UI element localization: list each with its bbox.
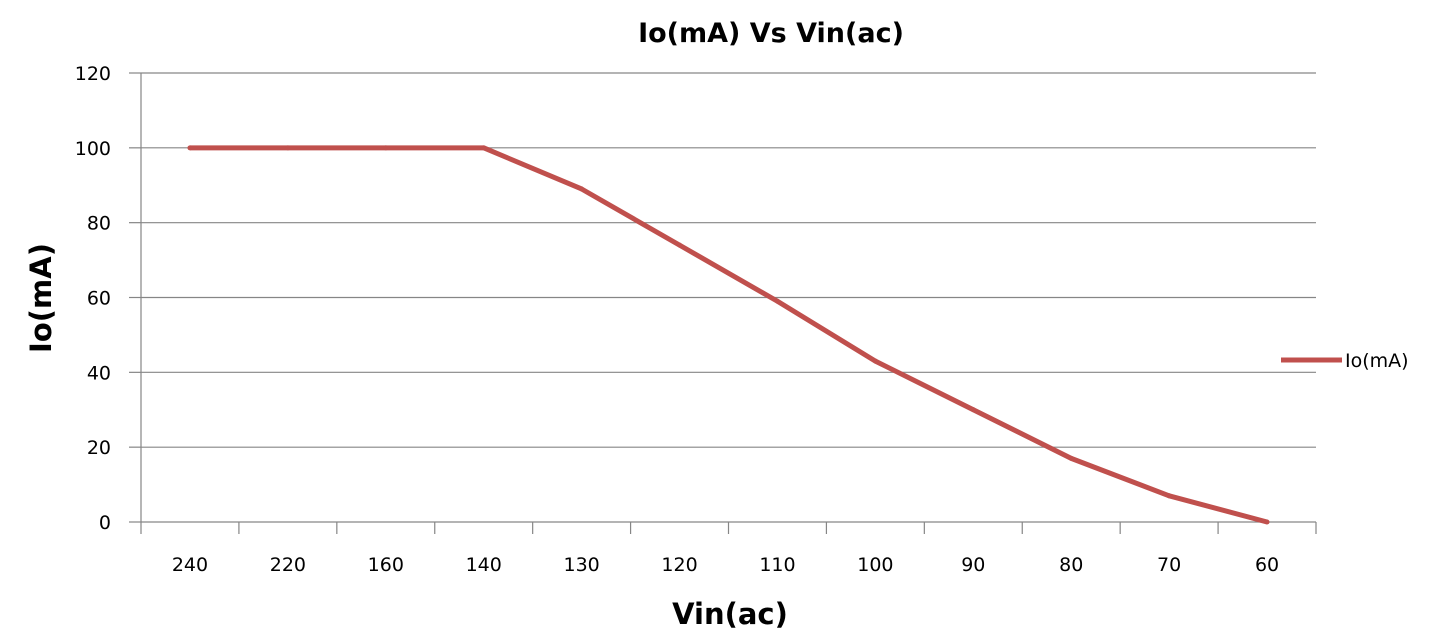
- x-tick-label-70: 70: [1157, 554, 1181, 576]
- legend: Io(mA): [1281, 350, 1409, 372]
- y-tick-label-40: 40: [87, 362, 111, 384]
- data-point-90: [970, 407, 976, 413]
- x-tick-label-80: 80: [1059, 554, 1083, 576]
- y-tick-label-60: 60: [87, 288, 111, 310]
- y-tick-label-80: 80: [87, 213, 111, 235]
- data-point-240: [187, 145, 193, 151]
- legend-label-io-ma: Io(mA): [1345, 350, 1409, 372]
- y-tick-label-0: 0: [99, 512, 111, 534]
- x-tick-label-110: 110: [759, 554, 795, 576]
- data-point-80: [1068, 455, 1074, 461]
- chart-title: Io(mA) Vs Vin(ac): [638, 18, 904, 49]
- x-tick-label-220: 220: [270, 554, 306, 576]
- x-tick-label-140: 140: [466, 554, 502, 576]
- series-line-io-ma: [189, 145, 1268, 525]
- y-tick-label-100: 100: [75, 138, 111, 160]
- data-point-120: [677, 242, 683, 248]
- y-axis-title: Io(mA): [24, 243, 58, 353]
- y-axis-ticks: 0 20 40 60 80 100 120: [75, 63, 141, 534]
- y-tick-label-20: 20: [87, 437, 111, 459]
- series-layer: [187, 145, 1270, 525]
- x-tick-label-120: 120: [661, 554, 697, 576]
- x-tick-label-160: 160: [368, 554, 404, 576]
- data-point-140: [481, 145, 487, 151]
- x-tick-label-90: 90: [961, 554, 985, 576]
- x-tick-label-240: 240: [172, 554, 208, 576]
- data-point-160: [383, 145, 389, 151]
- data-point-110: [774, 298, 780, 304]
- x-tick-label-60: 60: [1255, 554, 1279, 576]
- data-point-220: [285, 145, 291, 151]
- x-tick-label-100: 100: [857, 554, 893, 576]
- data-point-130: [579, 186, 585, 192]
- x-tick-label-130: 130: [563, 554, 599, 576]
- data-point-100: [872, 358, 878, 364]
- gridlines: [141, 72, 1316, 448]
- x-axis-ticks: 240 220 160 140 130 120 110 100 90 80 70 60: [140, 522, 1317, 576]
- x-axis-title: Vin(ac): [672, 597, 788, 631]
- data-point-70: [1166, 493, 1172, 499]
- y-tick-label-120: 120: [75, 63, 111, 85]
- data-point-60: [1264, 519, 1270, 525]
